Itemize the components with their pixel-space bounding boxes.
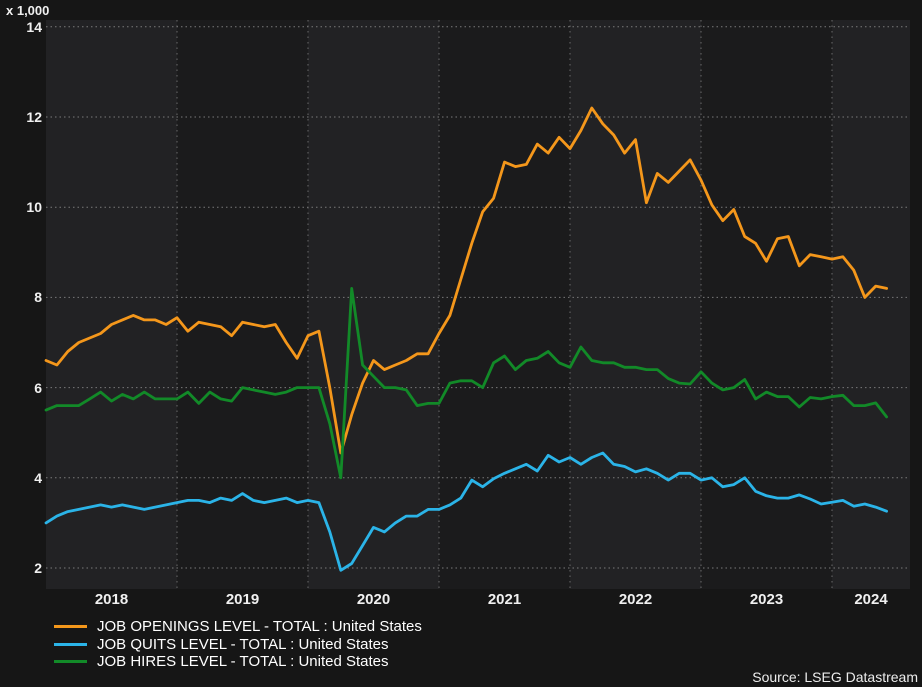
year-band (177, 20, 308, 589)
x-tick-label: 2018 (94, 591, 129, 608)
y-tick-label: 6 (34, 379, 42, 396)
legend-swatch-quits (54, 642, 87, 646)
legend-label-quits: JOB QUITS LEVEL - TOTAL : United States (97, 635, 389, 653)
y-tick-label: 12 (26, 109, 42, 125)
legend: JOB OPENINGS LEVEL - TOTAL : United Stat… (54, 618, 422, 671)
series-line-hires (44, 286, 888, 480)
year-band (832, 20, 910, 589)
year-band (439, 20, 570, 589)
year-band (308, 20, 439, 589)
x-tick-label: 2020 (356, 591, 391, 608)
y-axis-units-label: x 1,000 (6, 3, 50, 18)
legend-item-quits: JOB QUITS LEVEL - TOTAL : United States (54, 636, 422, 654)
legend-label-openings: JOB OPENINGS LEVEL - TOTAL : United Stat… (97, 618, 422, 636)
year-band (46, 20, 177, 589)
x-tick-label: 2023 (749, 591, 784, 608)
legend-item-hires: JOB HIRES LEVEL - TOTAL : United States (54, 653, 422, 671)
y-tick-label: 4 (34, 469, 42, 486)
series-line-quits (44, 451, 888, 572)
x-tick-label: 2022 (618, 591, 653, 608)
y-tick-label: 14 (26, 18, 42, 35)
y-tick-label: 2 (34, 560, 42, 576)
x-tick-label: 2019 (225, 591, 260, 608)
legend-swatch-openings (54, 625, 87, 629)
x-tick-label: 2021 (487, 591, 522, 608)
series-line-openings (44, 106, 888, 455)
legend-item-openings: JOB OPENINGS LEVEL - TOTAL : United Stat… (54, 618, 422, 636)
legend-swatch-hires (54, 660, 87, 664)
y-tick-label: 8 (34, 289, 42, 306)
y-tick-label: 10 (26, 199, 42, 216)
year-band (701, 20, 832, 589)
x-tick-label: 2024 (854, 591, 888, 608)
source-text: Source: LSEG Datastream (752, 669, 918, 685)
legend-label-hires: JOB HIRES LEVEL - TOTAL : United States (97, 653, 389, 671)
year-band (570, 20, 701, 589)
